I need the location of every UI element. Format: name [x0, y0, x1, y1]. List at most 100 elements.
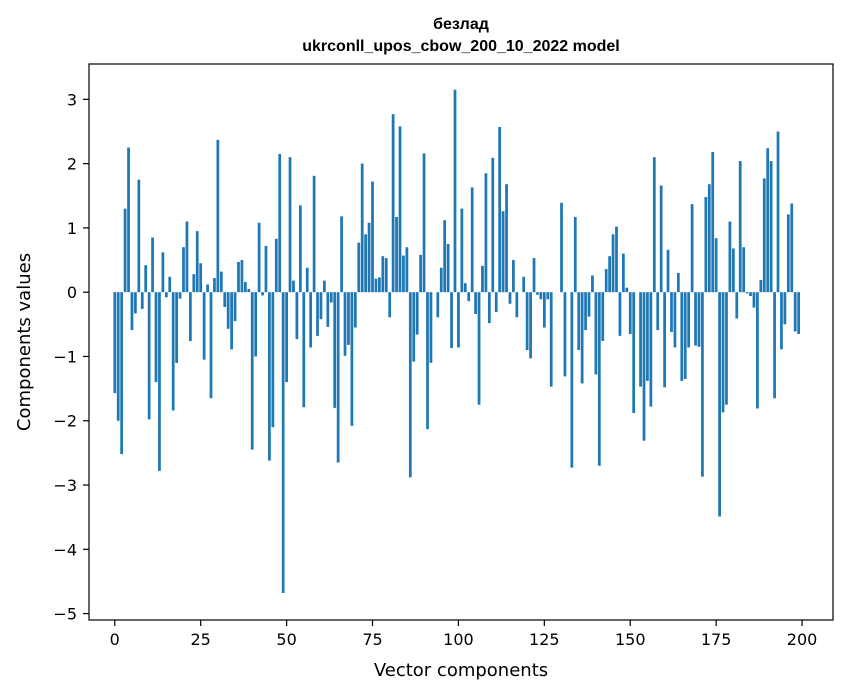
- bar: [288, 157, 292, 293]
- bar: [601, 292, 605, 342]
- bar: [247, 288, 251, 293]
- bar: [731, 248, 735, 293]
- bar: [353, 292, 357, 328]
- bar: [374, 278, 378, 293]
- chart-title: безлад: [433, 16, 489, 33]
- bar: [192, 274, 196, 293]
- bar: [608, 256, 611, 293]
- bar: [745, 292, 749, 294]
- bar: [164, 292, 168, 298]
- bar: [560, 202, 563, 293]
- bar: [622, 253, 625, 293]
- bar: [319, 292, 323, 320]
- bar: [357, 242, 361, 293]
- bar: [690, 204, 694, 293]
- bar: [443, 220, 447, 293]
- bar: [436, 292, 440, 318]
- bar: [591, 275, 594, 293]
- bar: [728, 221, 732, 293]
- bar: [168, 276, 172, 293]
- bar: [481, 265, 484, 293]
- bar: [470, 187, 474, 293]
- bar: [670, 292, 673, 333]
- bar: [539, 292, 543, 300]
- bar: [185, 221, 189, 293]
- bar: [206, 284, 209, 293]
- bars: [113, 89, 801, 593]
- bar: [752, 292, 756, 308]
- bar: [680, 292, 684, 381]
- bar: [134, 292, 137, 314]
- bar: [316, 292, 319, 336]
- y-tick-label: −4: [53, 540, 77, 559]
- bar: [683, 292, 687, 379]
- bar: [154, 292, 158, 383]
- bar: [725, 292, 728, 405]
- bar: [625, 287, 629, 293]
- bar: [776, 131, 780, 293]
- bar: [652, 157, 656, 293]
- x-tick-label: 125: [529, 630, 560, 649]
- bar: [305, 267, 309, 293]
- bar: [250, 292, 254, 450]
- bar: [384, 258, 388, 293]
- bar: [446, 243, 450, 293]
- bar: [584, 292, 587, 331]
- bar: [711, 152, 715, 293]
- bar: [268, 292, 271, 461]
- bar: [336, 292, 340, 463]
- bar: [402, 255, 405, 293]
- bar: [487, 292, 491, 324]
- bar: [199, 263, 203, 293]
- bar: [491, 157, 495, 293]
- x-tick-label: 175: [701, 630, 732, 649]
- bar: [426, 292, 429, 430]
- y-tick-label: 1: [67, 219, 77, 238]
- bar: [213, 278, 216, 293]
- bar: [182, 247, 185, 293]
- bar: [766, 148, 770, 293]
- bar: [597, 292, 601, 466]
- bar: [542, 292, 546, 328]
- bar: [477, 292, 481, 405]
- bar: [281, 292, 285, 593]
- bar: [329, 292, 333, 303]
- bar: [243, 281, 247, 293]
- bar: [395, 216, 398, 293]
- plot-frame: [88, 63, 834, 621]
- x-axis-ticks: 0 25 50 75 100 125 150 175 200: [110, 620, 817, 649]
- bar: [333, 292, 337, 408]
- bar: [219, 271, 223, 293]
- bar: [254, 292, 258, 357]
- bar: [505, 184, 508, 293]
- bar: [367, 222, 371, 293]
- bar: [140, 292, 144, 309]
- bar: [233, 292, 237, 322]
- bar: [285, 292, 288, 383]
- bar: [123, 208, 127, 293]
- bar: [580, 292, 584, 384]
- bar: [343, 292, 347, 356]
- bar: [721, 292, 725, 413]
- bar: [151, 237, 154, 293]
- bar: [769, 161, 773, 293]
- bar: [171, 292, 175, 411]
- bar: [718, 292, 721, 517]
- bar: [707, 184, 711, 293]
- bar: [302, 292, 306, 408]
- bar: [127, 147, 130, 293]
- x-tick-label: 50: [276, 630, 296, 649]
- bar: [756, 292, 759, 409]
- bar: [340, 216, 343, 293]
- bar: [453, 89, 457, 293]
- y-axis-label: Components values: [14, 253, 35, 431]
- bar: [656, 292, 660, 331]
- bar: [632, 292, 636, 414]
- bar: [391, 114, 395, 293]
- bar: [237, 261, 240, 293]
- bar: [687, 292, 691, 348]
- bar: [749, 292, 752, 297]
- bar: [587, 292, 591, 317]
- bar: [673, 292, 677, 348]
